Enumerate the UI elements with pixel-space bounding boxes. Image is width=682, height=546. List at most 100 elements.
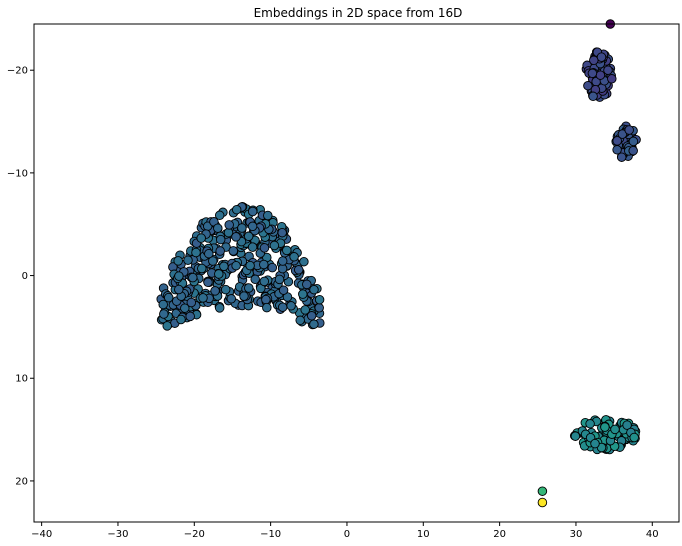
data-point bbox=[590, 438, 600, 449]
plot-frame bbox=[33, 23, 680, 523]
data-point bbox=[243, 231, 254, 242]
data-point bbox=[267, 262, 278, 273]
x-tick-label: 0 bbox=[344, 529, 350, 540]
x-tick-label: 40 bbox=[646, 529, 659, 540]
x-tick-label: 20 bbox=[493, 529, 506, 540]
data-point bbox=[174, 271, 184, 281]
data-point bbox=[191, 247, 201, 258]
data-point bbox=[228, 246, 239, 256]
data-point bbox=[214, 210, 225, 221]
y-tick-label: 20 bbox=[15, 476, 28, 487]
y-axis: −20 −10 0 10 20 bbox=[7, 66, 34, 487]
data-point bbox=[583, 80, 593, 91]
data-point bbox=[289, 252, 299, 262]
data-point bbox=[220, 284, 231, 295]
data-point bbox=[259, 243, 270, 253]
data-point bbox=[286, 301, 296, 311]
x-tick-label: 30 bbox=[570, 529, 583, 540]
data-point bbox=[245, 260, 255, 271]
data-point bbox=[628, 145, 638, 156]
x-tick-label: −10 bbox=[260, 529, 281, 540]
data-point bbox=[231, 204, 242, 215]
data-point bbox=[231, 232, 241, 242]
x-tick-label: −40 bbox=[31, 529, 52, 540]
data-point bbox=[596, 52, 607, 62]
data-point bbox=[247, 206, 258, 217]
data-point bbox=[269, 240, 280, 251]
data-point bbox=[274, 274, 285, 285]
data-point bbox=[239, 291, 249, 301]
data-point bbox=[314, 303, 324, 313]
data-point bbox=[612, 136, 622, 146]
x-tick-label: −20 bbox=[184, 529, 205, 540]
data-point bbox=[628, 136, 639, 147]
data-point bbox=[188, 272, 198, 283]
data-point bbox=[259, 259, 269, 270]
data-point bbox=[600, 422, 610, 432]
data-point bbox=[299, 256, 309, 267]
data-point bbox=[537, 486, 548, 496]
y-tick-label: 10 bbox=[15, 374, 28, 385]
data-point bbox=[162, 321, 172, 331]
data-point bbox=[622, 420, 632, 430]
data-point bbox=[607, 74, 617, 84]
data-point bbox=[226, 294, 237, 304]
data-point bbox=[215, 246, 225, 256]
data-point bbox=[629, 432, 639, 443]
data-point bbox=[204, 248, 214, 259]
y-tick-label: 0 bbox=[22, 271, 28, 282]
data-point bbox=[214, 303, 225, 313]
data-point bbox=[595, 70, 606, 80]
data-point bbox=[176, 314, 186, 325]
data-point bbox=[585, 419, 595, 429]
data-point bbox=[247, 242, 258, 252]
data-point bbox=[231, 260, 241, 271]
data-point bbox=[302, 279, 312, 290]
data-point bbox=[277, 302, 288, 312]
data-point bbox=[158, 299, 168, 310]
x-tick-label: −30 bbox=[107, 529, 128, 540]
data-points bbox=[156, 19, 641, 508]
data-point bbox=[183, 255, 193, 265]
data-point bbox=[314, 294, 325, 305]
chart-title: Embeddings in 2D space from 16D bbox=[254, 6, 463, 20]
data-point bbox=[198, 293, 208, 303]
data-point bbox=[603, 65, 613, 75]
data-point bbox=[203, 277, 213, 288]
data-point bbox=[588, 91, 598, 102]
data-point bbox=[298, 289, 308, 299]
data-point bbox=[612, 145, 622, 155]
data-point bbox=[185, 311, 195, 322]
x-axis: −40 −30 −20 −10 0 10 20 30 40 bbox=[31, 522, 659, 540]
data-point bbox=[213, 223, 223, 233]
data-point bbox=[309, 284, 319, 295]
data-point bbox=[537, 497, 548, 508]
data-point bbox=[295, 315, 305, 326]
y-tick-label: −20 bbox=[7, 66, 28, 77]
data-point bbox=[197, 263, 207, 274]
data-point bbox=[219, 261, 229, 272]
data-point bbox=[616, 152, 627, 162]
data-point bbox=[293, 265, 304, 275]
data-point bbox=[247, 221, 258, 232]
data-point bbox=[300, 305, 310, 315]
data-point bbox=[210, 286, 220, 296]
data-point bbox=[159, 309, 169, 319]
data-point bbox=[624, 125, 634, 135]
data-point bbox=[173, 256, 183, 266]
data-point bbox=[263, 210, 273, 221]
data-point bbox=[309, 319, 319, 329]
data-point bbox=[306, 311, 317, 321]
data-point bbox=[237, 223, 247, 233]
data-point bbox=[259, 276, 270, 287]
data-point bbox=[277, 227, 287, 238]
data-point bbox=[208, 256, 218, 266]
data-point bbox=[282, 245, 292, 256]
data-point bbox=[570, 431, 581, 441]
data-point bbox=[244, 283, 254, 293]
data-point bbox=[617, 129, 628, 139]
data-point bbox=[196, 233, 206, 243]
data-point bbox=[214, 269, 224, 279]
data-point bbox=[587, 68, 598, 79]
